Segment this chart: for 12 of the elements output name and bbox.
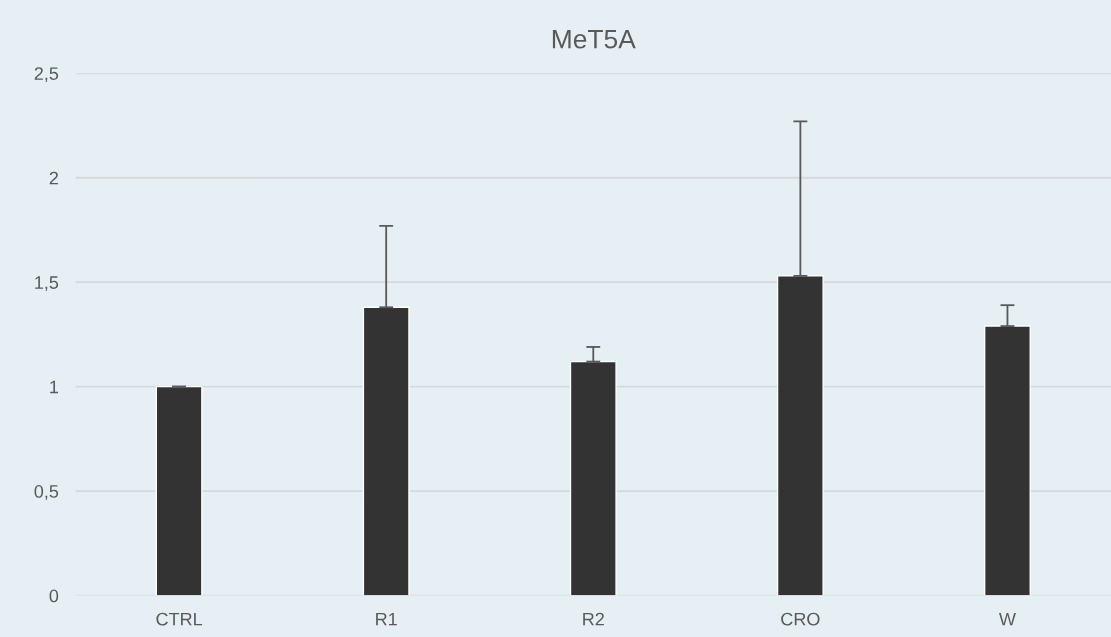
y-tick-label: 0,5 bbox=[34, 485, 59, 500]
y-tick-label: 2,5 bbox=[34, 67, 59, 83]
x-tick-label: W bbox=[999, 612, 1016, 626]
x-tick-label: CRO bbox=[781, 612, 820, 626]
chart-title: MeT5A bbox=[552, 30, 636, 49]
x-tick-label: CTRL bbox=[156, 612, 203, 626]
y-tick-label: 0 bbox=[49, 589, 59, 603]
x-tick-label: R2 bbox=[583, 612, 604, 626]
x-tick-label: R1 bbox=[376, 612, 397, 626]
y-tick-label: 2 bbox=[49, 171, 58, 185]
y-tick-label: 1,5 bbox=[35, 276, 59, 292]
y-tick-label: 1 bbox=[50, 380, 58, 394]
